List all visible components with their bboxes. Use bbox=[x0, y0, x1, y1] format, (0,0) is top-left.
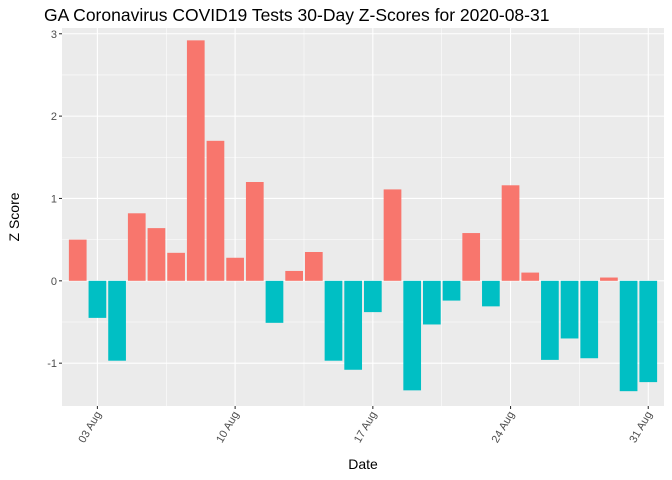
bar-negative bbox=[403, 280, 422, 391]
x-tick-label: 24 Aug bbox=[490, 410, 518, 446]
bar-positive bbox=[501, 185, 520, 281]
y-tick-label: 0 bbox=[51, 276, 57, 288]
y-axis: -1 0 1 2 3 bbox=[47, 29, 62, 370]
bar-positive bbox=[600, 277, 618, 281]
bar-positive bbox=[167, 252, 185, 281]
bar-negative bbox=[344, 280, 363, 370]
bar-series bbox=[68, 40, 658, 392]
bar-negative bbox=[88, 280, 107, 318]
bar-positive bbox=[226, 257, 244, 281]
x-tick-label: 10 Aug bbox=[214, 410, 242, 446]
bar-negative bbox=[423, 280, 441, 325]
bar-negative bbox=[580, 280, 599, 359]
minor-gridlines-x bbox=[166, 28, 580, 406]
bar-negative bbox=[541, 280, 559, 360]
bar-negative bbox=[108, 280, 126, 361]
x-tick-label: 17 Aug bbox=[352, 410, 380, 446]
bar-positive bbox=[206, 140, 225, 281]
x-tick-label: 03 Aug bbox=[76, 410, 104, 446]
x-tick-label: 31 Aug bbox=[627, 410, 655, 446]
bar-positive bbox=[68, 239, 87, 281]
bar-negative bbox=[265, 280, 284, 323]
bar-negative bbox=[363, 280, 382, 313]
bar-positive bbox=[304, 252, 323, 281]
x-axis-title: Date bbox=[348, 456, 378, 472]
bar-positive bbox=[462, 233, 481, 281]
y-tick-label: 3 bbox=[51, 29, 57, 41]
bar-negative bbox=[619, 280, 638, 392]
bar-positive bbox=[127, 213, 146, 281]
bar-negative bbox=[324, 280, 343, 361]
bar-positive bbox=[521, 272, 540, 281]
bar-negative bbox=[482, 280, 500, 307]
bar-negative bbox=[560, 280, 579, 339]
x-axis: 03 Aug 10 Aug 17 Aug 24 Aug 31 Aug bbox=[76, 406, 655, 446]
bar-positive bbox=[245, 182, 264, 281]
bar-negative bbox=[442, 280, 461, 301]
bar-positive bbox=[147, 228, 166, 281]
y-tick-label: 2 bbox=[51, 111, 57, 123]
chart-title: GA Coronavirus COVID19 Tests 30-Day Z-Sc… bbox=[44, 5, 549, 25]
y-tick-label: -1 bbox=[47, 358, 57, 370]
x-axis-ticks bbox=[96, 406, 649, 409]
y-axis-title: Z Score bbox=[6, 192, 22, 241]
bar-negative bbox=[639, 280, 658, 383]
plot-panel bbox=[62, 28, 664, 406]
bar-positive bbox=[383, 189, 402, 281]
bar-positive bbox=[186, 40, 205, 281]
bar-positive bbox=[285, 270, 303, 281]
y-tick-label: 1 bbox=[51, 193, 57, 205]
y-axis-ticks bbox=[59, 33, 62, 364]
